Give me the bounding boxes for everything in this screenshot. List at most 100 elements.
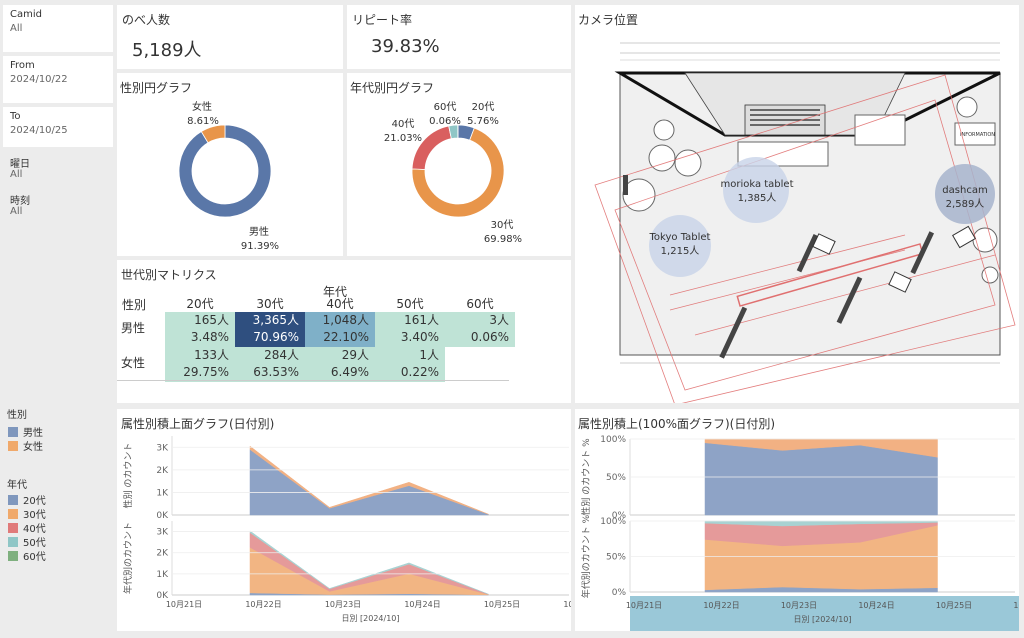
- y-tick-label: 100%: [600, 435, 626, 445]
- age20-swatch: [8, 494, 18, 505]
- bubble-dashcam[interactable]: [935, 164, 995, 224]
- filter-to-label: To: [10, 111, 21, 122]
- filter-to[interactable]: To 2024/10/25: [3, 107, 113, 147]
- legend-label: 20代: [23, 496, 46, 507]
- age-legend-title: 年代: [7, 480, 27, 491]
- slice-30代[interactable]: [411, 127, 505, 218]
- matrix-cell[interactable]: 133人 29.75%: [165, 347, 235, 382]
- matrix-col-header: 60代: [466, 297, 494, 311]
- matrix-cell[interactable]: 3人 0.06%: [445, 312, 515, 347]
- age60-slice-pct: 0.06%: [429, 116, 461, 127]
- age50-swatch: [8, 536, 18, 547]
- legend-item-30s[interactable]: 30代: [8, 506, 46, 521]
- y-tick-label: 0%: [612, 511, 627, 521]
- x-axis-title: 日別 [2024/10]: [341, 614, 399, 623]
- age-legend: 年代 20代 30代 40代 50代 60代: [0, 478, 112, 568]
- matrix-row-header: 性別: [122, 298, 147, 312]
- area-男性[interactable]: [704, 442, 938, 516]
- bubble-morioka[interactable]: [723, 157, 789, 223]
- camera-title: カメラ位置: [578, 13, 639, 27]
- gender-pie-title: 性別円グラフ: [120, 81, 193, 95]
- y-tick-label: 0%: [612, 588, 627, 598]
- y-tick-label: 1K: [156, 570, 169, 580]
- female-swatch: [8, 440, 18, 451]
- matrix-cell[interactable]: 3,365人 70.96%: [235, 312, 305, 347]
- legend-label: 男性: [23, 428, 43, 439]
- filter-camid-value[interactable]: All: [10, 23, 23, 34]
- bubble-morioka-count: 1,385人: [737, 193, 777, 204]
- area-男性[interactable]: [249, 449, 489, 516]
- y-tick-label: 0K: [156, 511, 169, 521]
- legend-item-40s[interactable]: 40代: [8, 520, 46, 535]
- matrix-col-header: 50代: [396, 297, 424, 311]
- filter-from-value[interactable]: 2024/10/22: [10, 74, 68, 85]
- kpi-visitors-value: 5,189人: [132, 40, 202, 61]
- matrix-cell[interactable]: 165人 3.48%: [165, 312, 235, 347]
- legend-item-50s[interactable]: 50代: [8, 534, 46, 549]
- matrix-divider: [117, 380, 509, 381]
- slice-女性[interactable]: [200, 124, 226, 144]
- x-tick-label: 10月21日: [626, 601, 662, 610]
- filter-to-value[interactable]: 2024/10/25: [10, 125, 68, 136]
- legend-label: 40代: [23, 524, 46, 535]
- camera-panel: カメラ位置 INFORMATION: [575, 5, 1019, 403]
- area-30代[interactable]: [249, 547, 489, 596]
- matrix-cell[interactable]: 1,048人 22.10%: [305, 312, 375, 347]
- pct-area-chart: 100% 50% 0% 性別 のカウント % 100% 50% 0% 年代別のカウント % 10…: [580, 435, 1019, 631]
- legend-item-male[interactable]: 男性: [8, 424, 43, 439]
- age30-slice-pct: 69.98%: [483, 234, 523, 245]
- gender-pie-panel: 性別円グラフ 女性 8.61% 男性 91.39%: [117, 73, 343, 256]
- filter-weekday[interactable]: 曜日 All: [3, 151, 113, 188]
- filter-weekday-value[interactable]: All: [10, 169, 23, 180]
- gender-legend-title: 性別: [7, 410, 27, 421]
- legend-item-20s[interactable]: 20代: [8, 492, 46, 507]
- gender-pie-chart: [178, 124, 272, 218]
- filter-time-value[interactable]: All: [10, 206, 23, 217]
- x-tick-label: 10月26日: [1013, 601, 1019, 610]
- legend-item-60s[interactable]: 60代: [8, 548, 46, 563]
- male-swatch: [8, 426, 18, 437]
- kpi-repeat: リピート率 39.83%: [347, 5, 571, 69]
- matrix-col-group: 年代: [323, 285, 348, 299]
- x-tick-label: 10月25日: [484, 600, 520, 609]
- floor-label-information: INFORMATION: [960, 132, 995, 138]
- matrix-cell[interactable]: 1人 0.22%: [375, 347, 445, 382]
- filter-from[interactable]: From 2024/10/22: [3, 56, 113, 103]
- age40-slice-label: 40代: [391, 119, 415, 130]
- bubble-tokyo[interactable]: [649, 215, 711, 277]
- y-tick-label: 2K: [156, 549, 169, 559]
- matrix-cell[interactable]: 284人 63.53%: [235, 347, 305, 382]
- y-tick-label: 3K: [156, 443, 169, 453]
- filter-from-label: From: [10, 60, 35, 71]
- area-女性[interactable]: [249, 445, 489, 515]
- y-tick-label: 100%: [600, 517, 626, 527]
- matrix-row-label: 女性: [121, 356, 146, 370]
- y-axis-title: 年代別のカウント %: [580, 514, 592, 598]
- x-tick-label: 10月21日: [166, 600, 202, 609]
- matrix-cell[interactable]: 29人 6.49%: [305, 347, 375, 382]
- kpi-visitors: のべ人数 5,189人: [117, 5, 343, 69]
- matrix-cell[interactable]: 161人 3.40%: [375, 312, 445, 347]
- filter-weekday-label: 曜日: [10, 159, 30, 170]
- bubble-dashcam-name: dashcam: [942, 185, 988, 196]
- legend-label: 50代: [23, 538, 46, 549]
- x-tick-label: 10月25日: [936, 601, 972, 610]
- kpi-repeat-value: 39.83%: [371, 36, 440, 57]
- matrix-grid: 20代 30代 40代 50代 60代男性 165人 3.48% 3,365人 70.96% 1,…: [117, 260, 571, 403]
- filter-camid-label: Camid: [10, 9, 42, 20]
- y-tick-label: 50%: [606, 553, 626, 563]
- filter-camid[interactable]: Camid All: [3, 5, 113, 52]
- slice-男性[interactable]: [178, 124, 272, 218]
- matrix-col-header: 30代: [256, 297, 284, 311]
- age60-swatch: [8, 550, 18, 561]
- filter-time[interactable]: 時刻 All: [3, 189, 113, 226]
- x-tick-label: 10月23日: [325, 600, 361, 609]
- matrix-col-header: 20代: [186, 297, 214, 311]
- matrix-row-label: 男性: [121, 321, 146, 335]
- floorplan: INFORMATION: [594, 42, 1016, 403]
- gender-legend: 性別 男性 女性: [0, 408, 112, 458]
- female-slice-label: 女性: [192, 102, 212, 113]
- area-50代[interactable]: [249, 530, 489, 595]
- matrix-col-header: 40代: [326, 297, 354, 311]
- legend-item-female[interactable]: 女性: [8, 438, 43, 453]
